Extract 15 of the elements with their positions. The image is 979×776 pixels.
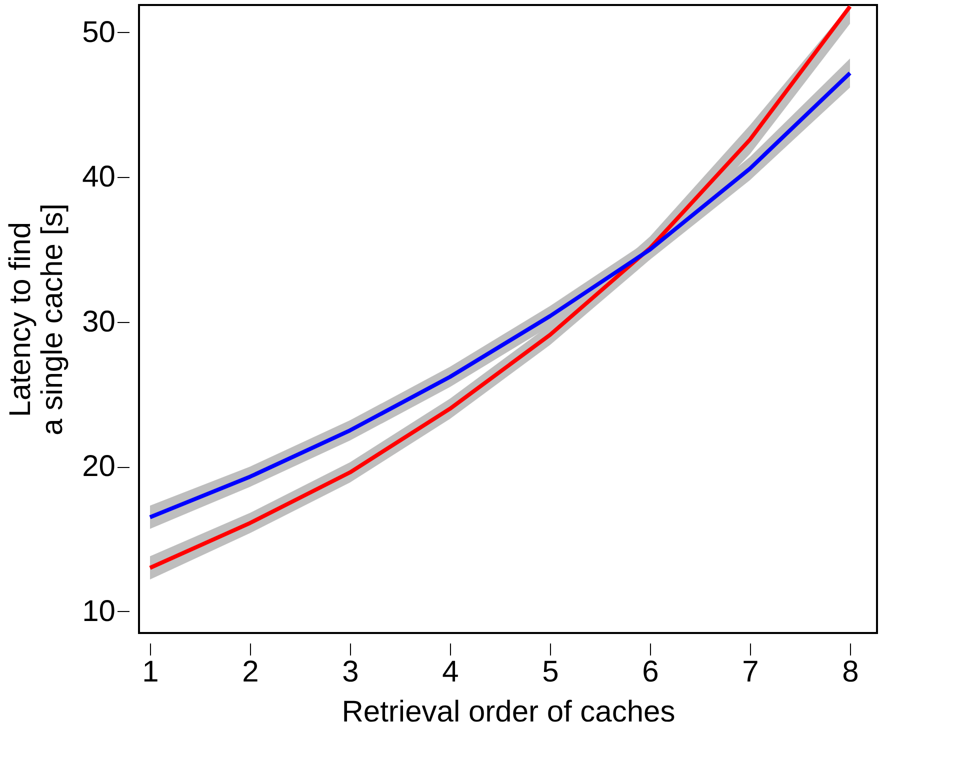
y-tick-label: 20 <box>82 450 116 484</box>
y-tick-label: 40 <box>82 160 116 194</box>
x-axis-title: Retrieval order of caches <box>342 696 676 728</box>
x-tick-label: 2 <box>242 656 259 688</box>
y-axis-title: Latency to find a single cache [s] <box>4 204 70 436</box>
x-tick-label: 3 <box>342 656 359 688</box>
x-tick-label: 4 <box>442 656 459 688</box>
y-tick-label: 50 <box>82 16 116 49</box>
x-tick-label: 7 <box>742 656 759 688</box>
x-tick-label: 6 <box>642 656 659 688</box>
x-tick-label: 8 <box>842 656 859 688</box>
x-tick-label: 5 <box>542 656 559 688</box>
y-tick-label: 10 <box>82 594 116 628</box>
y-tick-label: 30 <box>82 305 116 338</box>
x-tick-label: 1 <box>142 656 159 688</box>
